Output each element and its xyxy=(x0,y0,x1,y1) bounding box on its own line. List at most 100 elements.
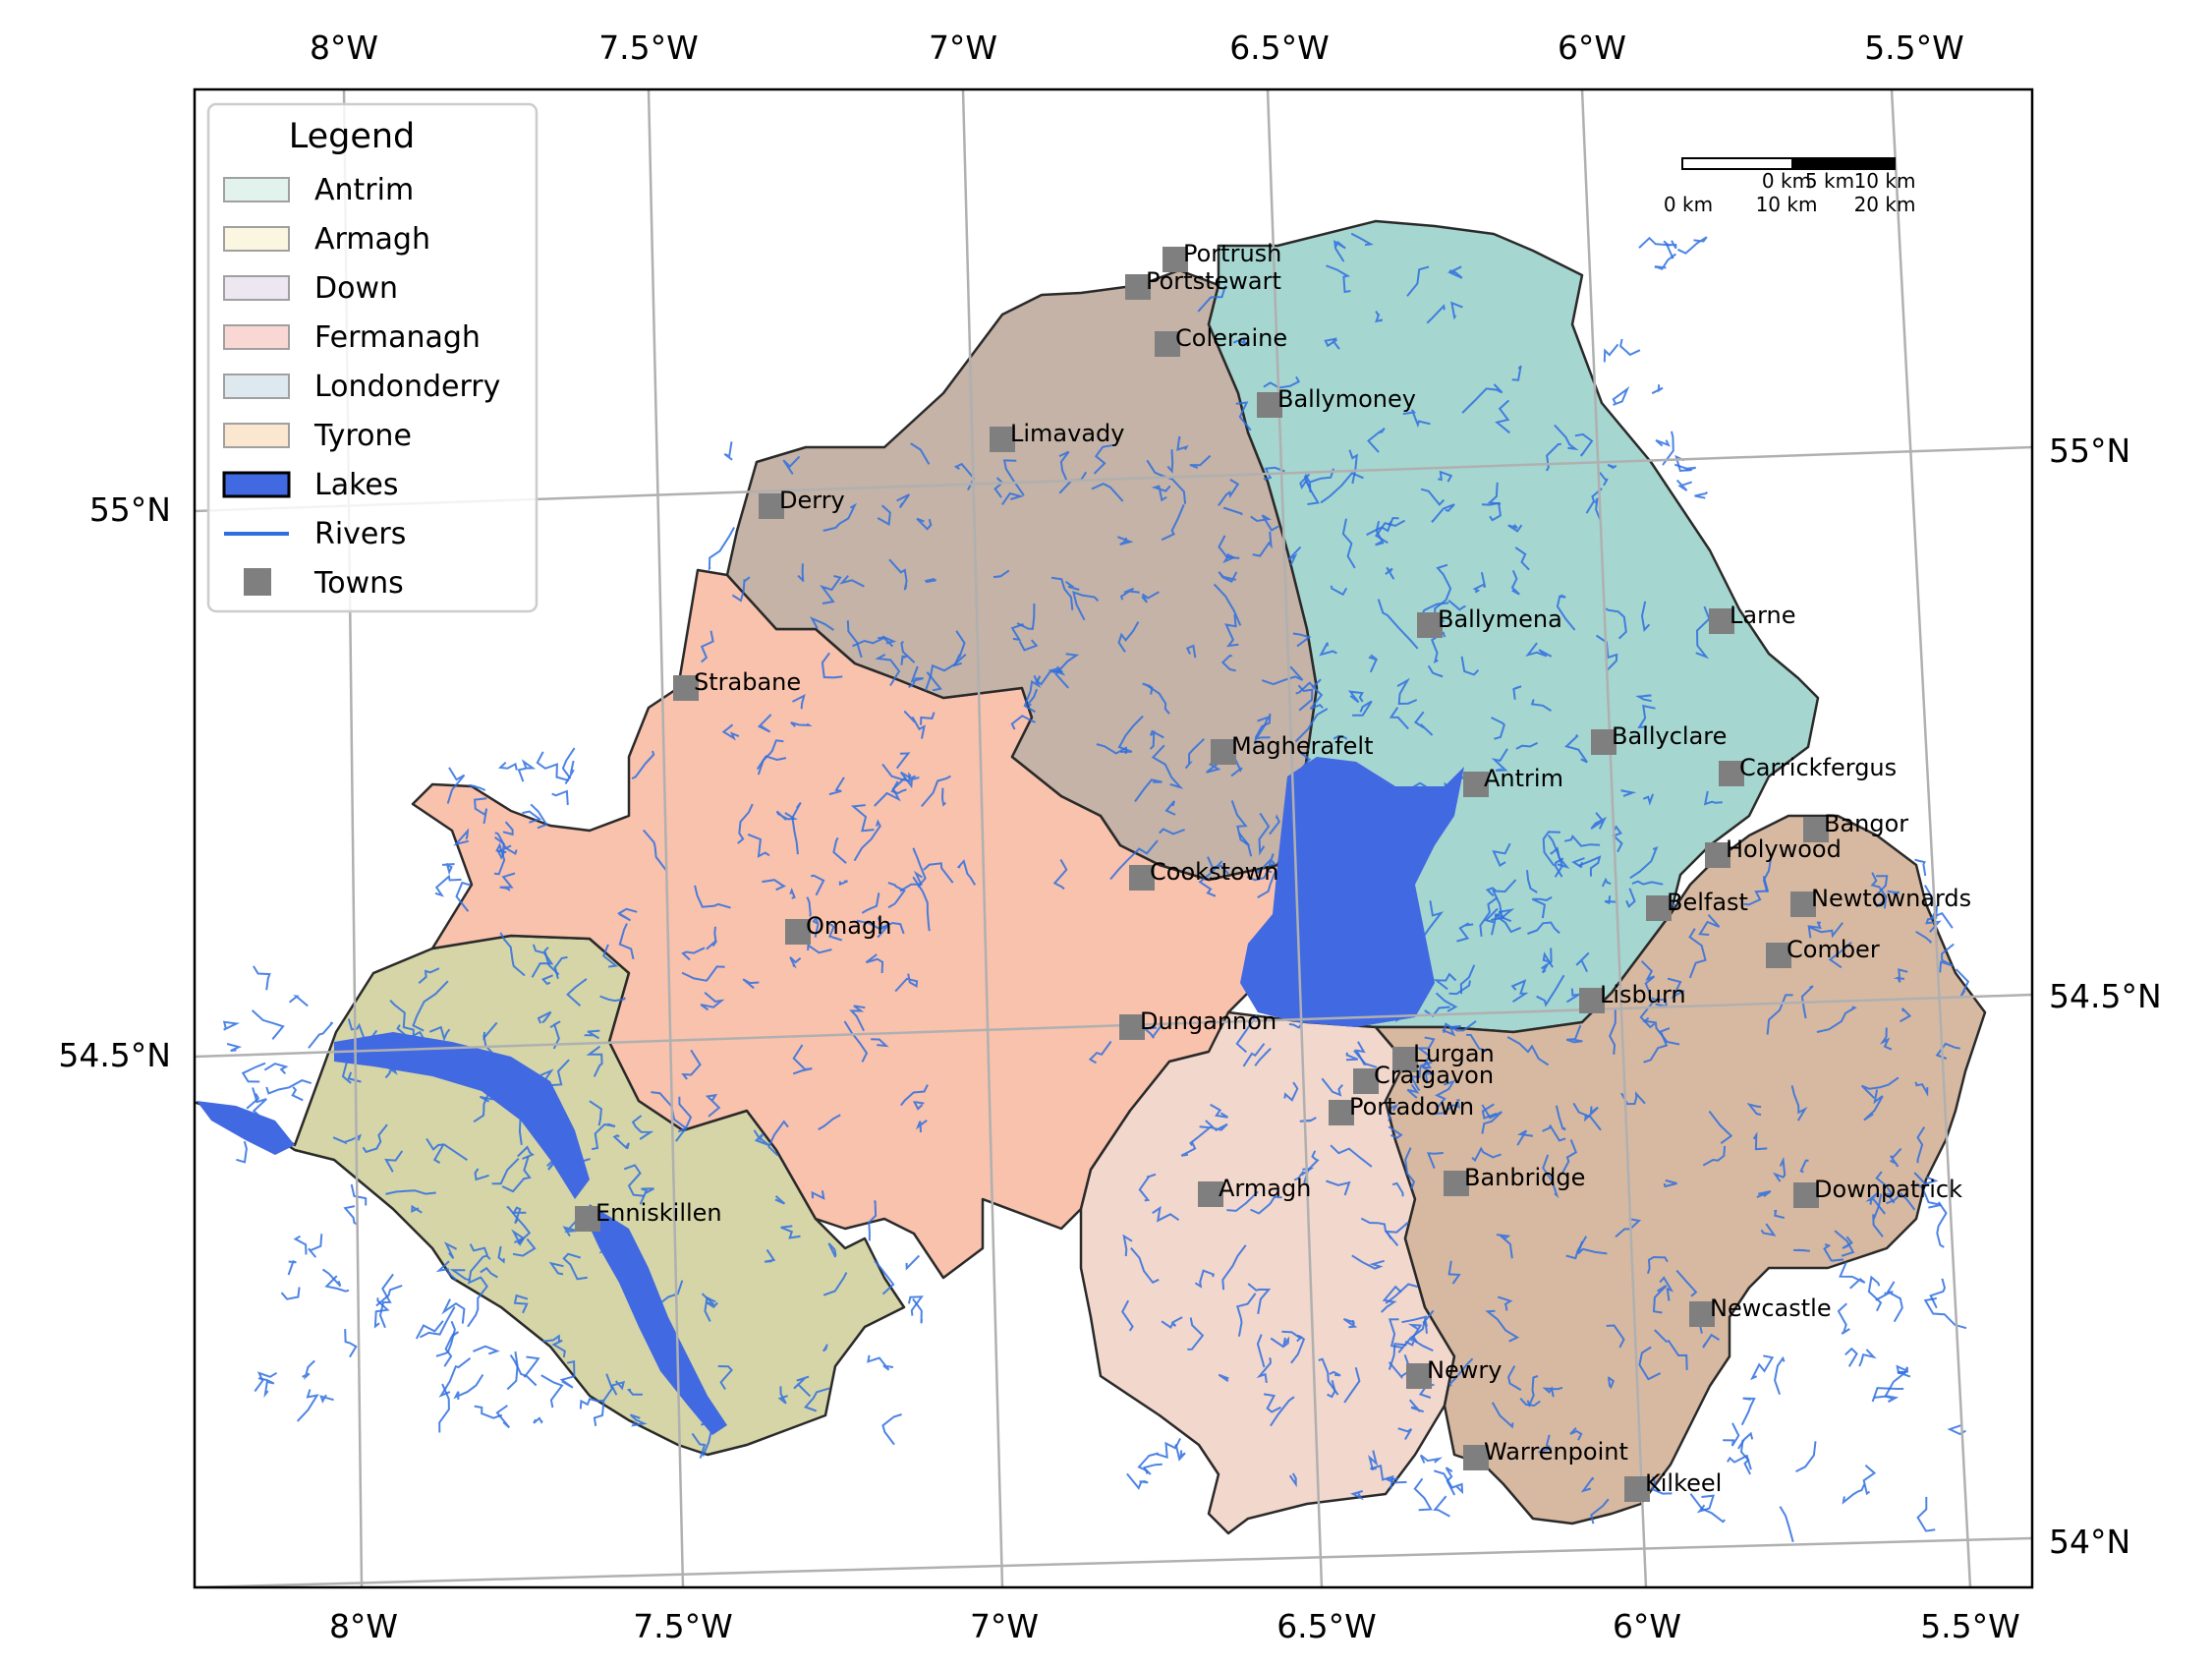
river-segment xyxy=(910,442,931,465)
river-segment xyxy=(1010,623,1024,642)
legend-label-londonderry: Londonderry xyxy=(314,370,500,404)
river-segment xyxy=(1159,828,1185,835)
river-segment xyxy=(1419,1454,1444,1464)
town-marker xyxy=(759,493,784,519)
town-marker xyxy=(1709,608,1734,634)
town-label: Kilkeel xyxy=(1645,1469,1722,1497)
river-segment xyxy=(1404,1339,1434,1352)
river-segment xyxy=(592,1122,616,1151)
river-segment xyxy=(522,810,542,824)
river-segment xyxy=(887,882,906,909)
river-segment xyxy=(877,504,891,527)
river-segment xyxy=(1865,1192,1886,1215)
river-segment xyxy=(412,980,449,1032)
river-segment xyxy=(491,1157,520,1185)
river-segment xyxy=(469,784,486,791)
river-segment xyxy=(1580,1476,1594,1493)
river-segment xyxy=(1293,1167,1315,1181)
river-segment xyxy=(599,995,627,1003)
right-tick-label: 55°N xyxy=(2049,431,2130,470)
river-segment xyxy=(1350,1490,1364,1501)
river-segment xyxy=(589,1100,602,1126)
town-label: Magherafelt xyxy=(1231,732,1374,760)
town-marker xyxy=(1329,1100,1354,1125)
river-segment xyxy=(1935,1042,1960,1060)
river-segment xyxy=(1263,375,1301,389)
legend-symbol-lakes xyxy=(222,471,291,498)
river-segment xyxy=(1230,755,1243,777)
river-segment xyxy=(553,955,568,980)
river-segment xyxy=(1642,793,1655,806)
river-segment xyxy=(1058,450,1070,483)
river-segment xyxy=(1766,994,1793,1035)
left-tick-labels: 55°N 54.5°N xyxy=(58,490,171,1074)
river-segment xyxy=(1574,432,1594,457)
river-segment xyxy=(530,803,548,830)
river-segment xyxy=(1642,1016,1680,1046)
river-segment xyxy=(1445,1467,1456,1496)
river-segment xyxy=(1270,1396,1295,1427)
river-segment xyxy=(874,776,906,807)
river-segment xyxy=(1321,1077,1343,1097)
river-segment xyxy=(411,1204,423,1214)
right-tick-label: 54.5°N xyxy=(2049,977,2162,1015)
river-segment xyxy=(1879,1027,1893,1051)
river-segment xyxy=(468,1254,491,1285)
legend-label-down: Down xyxy=(314,271,398,306)
river-segment xyxy=(1491,908,1515,936)
river-segment xyxy=(1590,812,1608,830)
river-segment xyxy=(849,1005,866,1032)
river-segment xyxy=(1292,632,1312,648)
river-segment xyxy=(811,1190,825,1200)
river-segment xyxy=(1254,713,1272,745)
town-marker xyxy=(673,675,699,701)
river-segment xyxy=(1397,1315,1428,1353)
river-segment xyxy=(681,1049,702,1080)
river-segment xyxy=(1936,1201,1948,1248)
river-segment xyxy=(1319,642,1337,657)
lower-lough-erne xyxy=(334,1032,590,1199)
river-segment xyxy=(1256,1334,1266,1368)
river-segment xyxy=(1413,711,1434,736)
river-segment xyxy=(1430,631,1446,664)
river-segment xyxy=(1620,789,1637,797)
river-segment xyxy=(1252,531,1273,557)
town-marker xyxy=(1129,865,1155,891)
river-segment xyxy=(1667,977,1685,1000)
legend-label-lakes: Lakes xyxy=(314,468,399,502)
river-segment xyxy=(825,920,843,942)
town-marker xyxy=(1155,331,1180,357)
river-segment xyxy=(908,665,924,688)
river-segment xyxy=(1689,1493,1727,1524)
river-segment xyxy=(894,973,919,993)
river-segment xyxy=(617,907,638,922)
river-segment xyxy=(900,655,907,665)
river-segment xyxy=(344,1329,358,1358)
river-segment xyxy=(1388,1125,1403,1139)
river-segment xyxy=(797,563,805,582)
river-segment xyxy=(1472,571,1487,594)
river-segment xyxy=(385,1189,436,1195)
river-segment xyxy=(523,1355,540,1378)
river-segment xyxy=(822,502,858,532)
river-segment xyxy=(1232,337,1250,347)
river-segment xyxy=(1048,665,1066,676)
town-marker xyxy=(1444,1171,1469,1196)
river-segment xyxy=(1460,656,1480,676)
river-segment xyxy=(924,578,936,584)
river-segment xyxy=(512,1206,527,1225)
river-segment xyxy=(1914,1081,1929,1098)
river-segment xyxy=(1723,1422,1740,1447)
river-segment xyxy=(921,775,951,808)
river-segment xyxy=(1263,466,1285,481)
river-segment xyxy=(441,863,455,876)
river-segment xyxy=(1565,1024,1583,1044)
river-segment xyxy=(1481,1104,1503,1134)
river-segment xyxy=(280,1287,301,1300)
river-segment xyxy=(1862,1464,1877,1496)
river-segment xyxy=(1431,503,1455,523)
river-segment xyxy=(1426,304,1446,324)
river-segment xyxy=(1247,1283,1272,1314)
town-label: Coleraine xyxy=(1175,324,1287,352)
river-segment xyxy=(537,1010,552,1024)
